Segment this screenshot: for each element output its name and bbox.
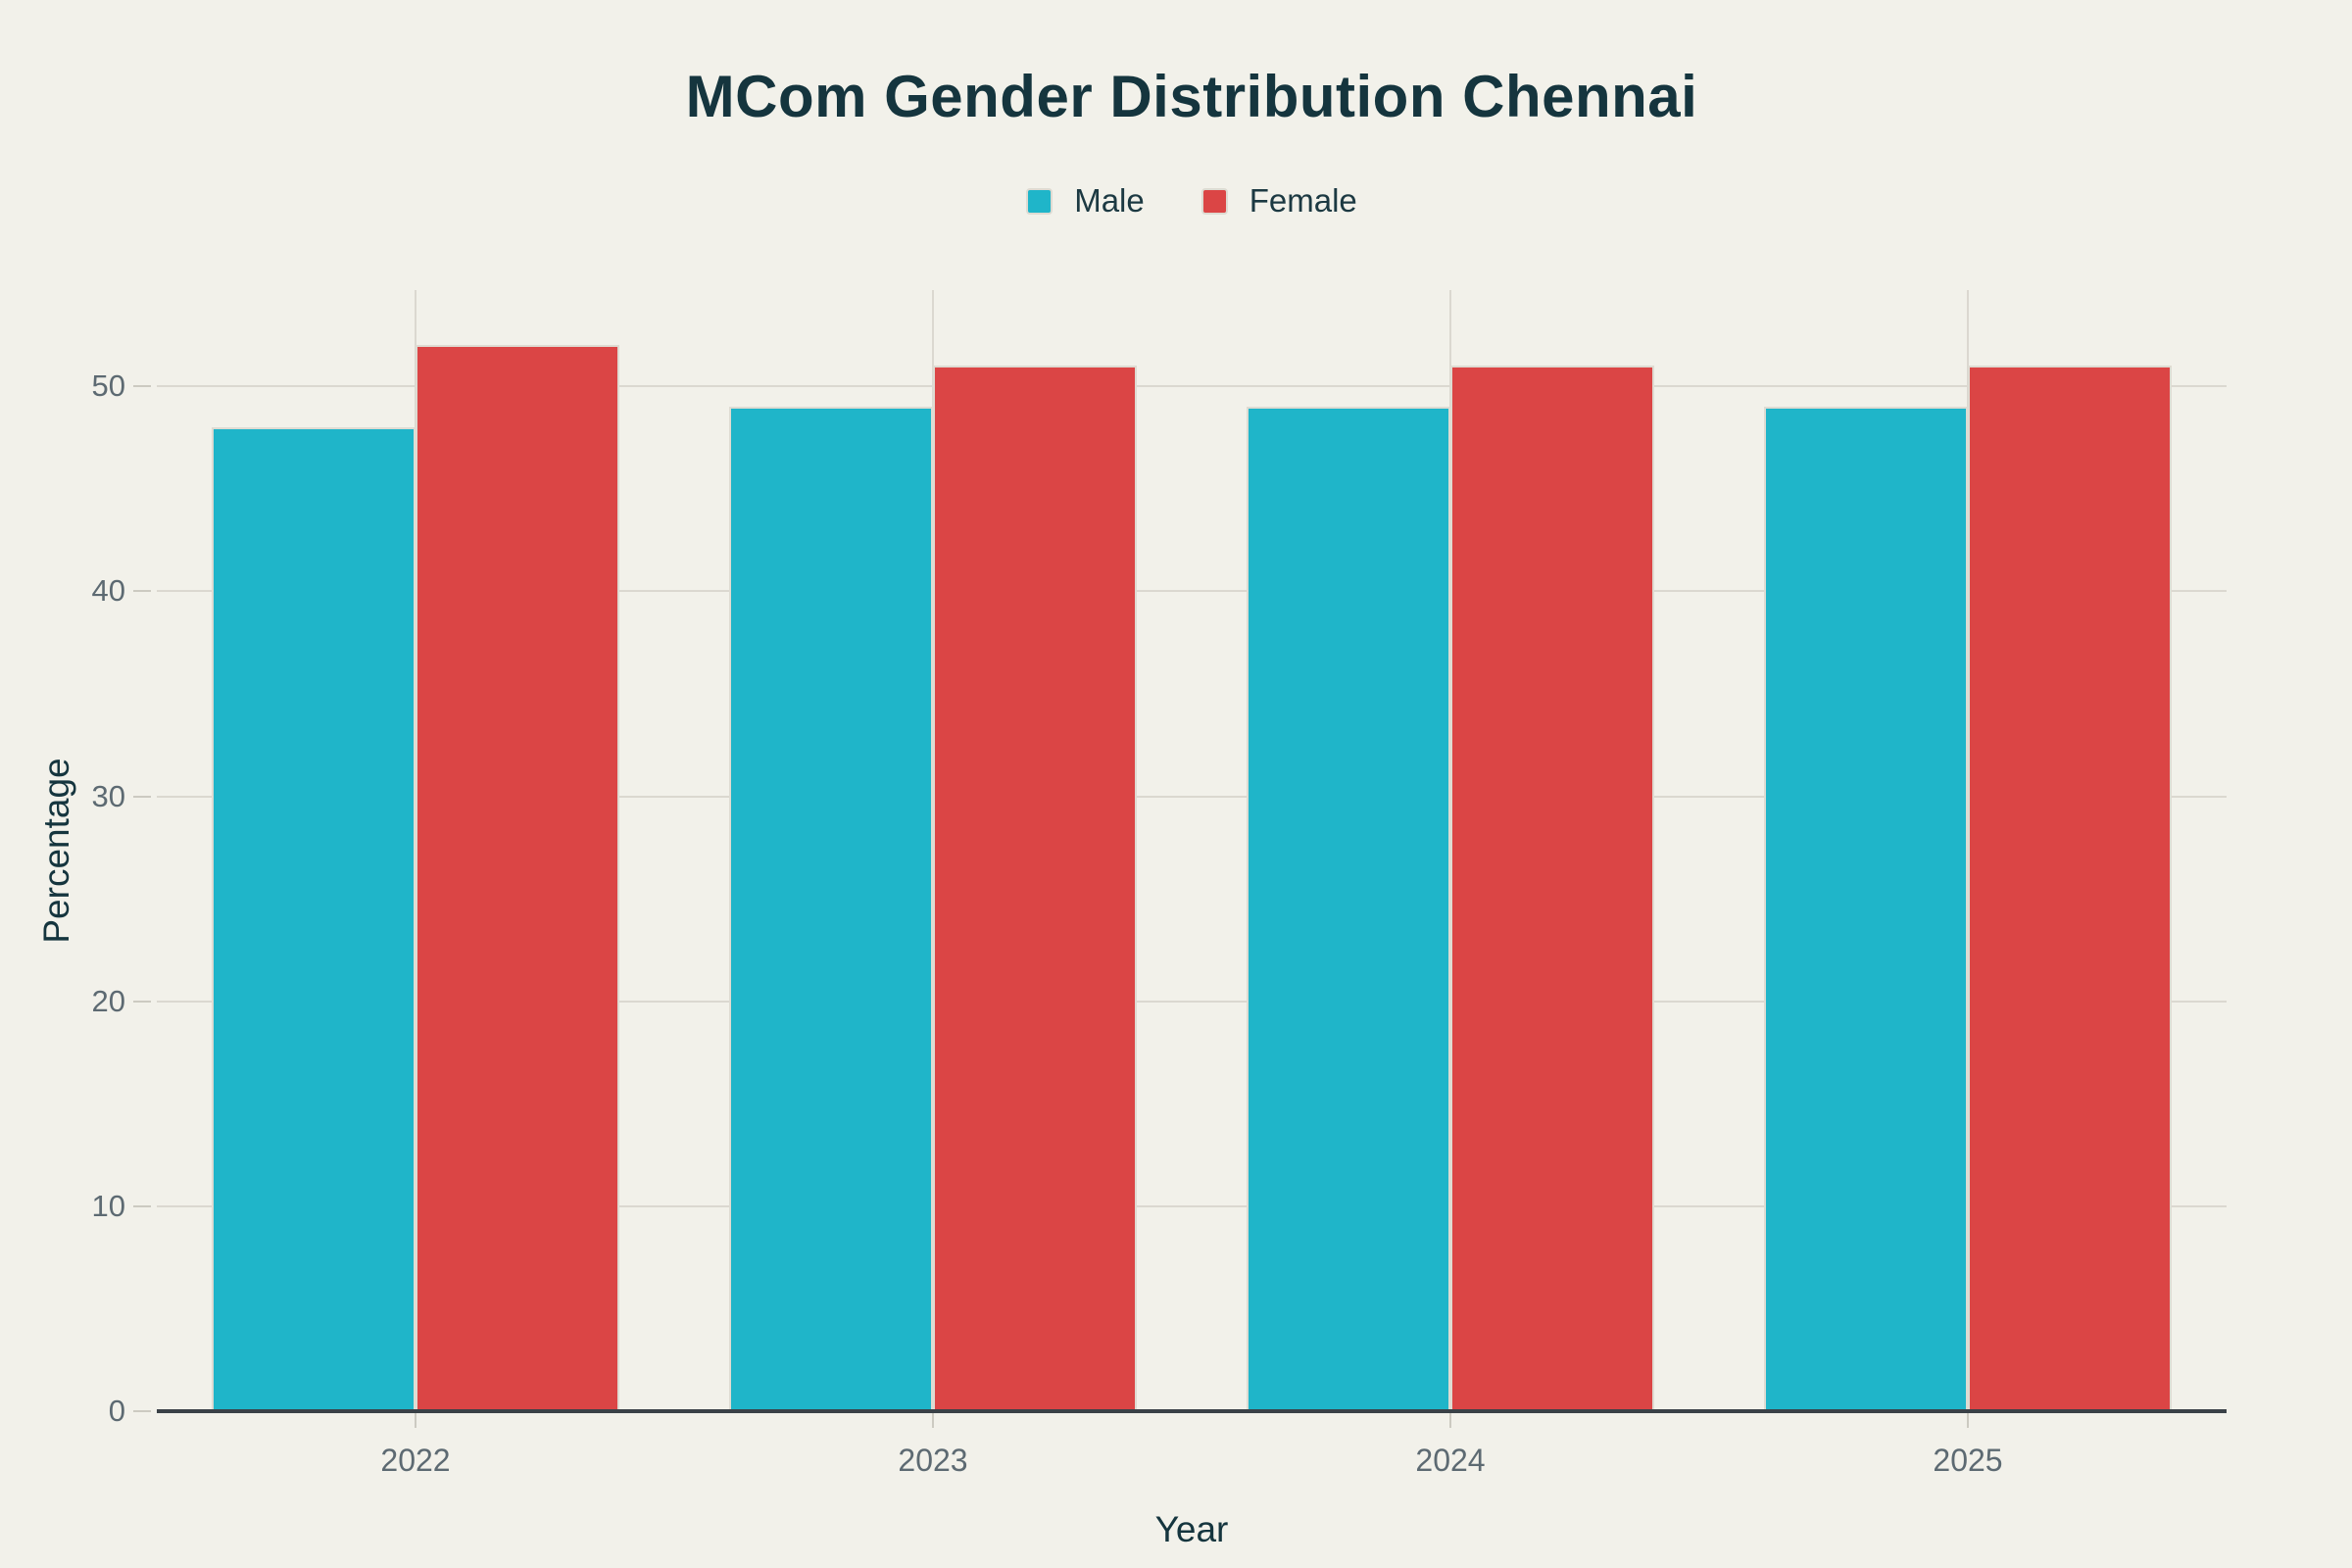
y-tick-mark-30 <box>133 795 151 798</box>
y-tick-label-40: 40 <box>91 573 125 609</box>
legend-label: Female <box>1249 182 1357 219</box>
y-gridline-20 <box>157 1000 2227 1003</box>
bar-female-2022 <box>416 345 619 1411</box>
y-tick-mark-10 <box>133 1204 151 1207</box>
x-tick-mark-2022 <box>415 1411 416 1428</box>
y-gridline-10 <box>157 1204 2227 1207</box>
y-gridline-40 <box>157 590 2227 593</box>
legend-swatch-male <box>1026 187 1054 215</box>
legend: Male Female <box>157 182 2227 220</box>
legend-swatch-female <box>1200 187 1228 215</box>
bar-female-2025 <box>1968 366 2172 1411</box>
bar-male-2024 <box>1247 407 1450 1411</box>
legend-label: Male <box>1074 182 1145 219</box>
y-tick-mark-0 <box>133 1410 151 1412</box>
legend-item-male[interactable]: Male <box>1026 182 1145 220</box>
bar-male-2022 <box>212 427 416 1411</box>
x-tick-label-2024: 2024 <box>1415 1443 1486 1478</box>
legend-item-female[interactable]: Female <box>1200 182 1357 220</box>
x-axis-line <box>157 1409 2227 1413</box>
x-tick-label-2025: 2025 <box>1933 1443 2003 1478</box>
y-tick-label-50: 50 <box>91 368 125 404</box>
x-tick-label-2022: 2022 <box>380 1443 451 1478</box>
x-tick-mark-2025 <box>1967 1411 1969 1428</box>
y-tick-mark-40 <box>133 590 151 593</box>
x-tick-mark-2024 <box>1449 1411 1451 1428</box>
bar-female-2023 <box>933 366 1137 1411</box>
y-tick-mark-50 <box>133 385 151 388</box>
bar-female-2024 <box>1450 366 1654 1411</box>
y-tick-label-20: 20 <box>91 983 125 1018</box>
x-tick-label-2023: 2023 <box>898 1443 968 1478</box>
plot-area: 0 10 20 30 40 50 2022 2023 2024 2025 <box>92 290 2227 1478</box>
y-gridline-30 <box>157 795 2227 798</box>
y-tick-label-0: 0 <box>108 1394 125 1428</box>
x-axis-title: Year <box>1154 1509 1229 1549</box>
y-tick-label-10: 10 <box>91 1188 125 1223</box>
y-tick-label-30: 30 <box>91 778 125 813</box>
y-gridline-50 <box>157 385 2227 388</box>
bar-male-2023 <box>729 407 933 1411</box>
chart-title: MCom Gender Distribution Chennai <box>685 64 1698 129</box>
bar-male-2025 <box>1764 407 1968 1411</box>
y-tick-mark-20 <box>133 1000 151 1003</box>
x-tick-mark-2023 <box>932 1411 934 1428</box>
